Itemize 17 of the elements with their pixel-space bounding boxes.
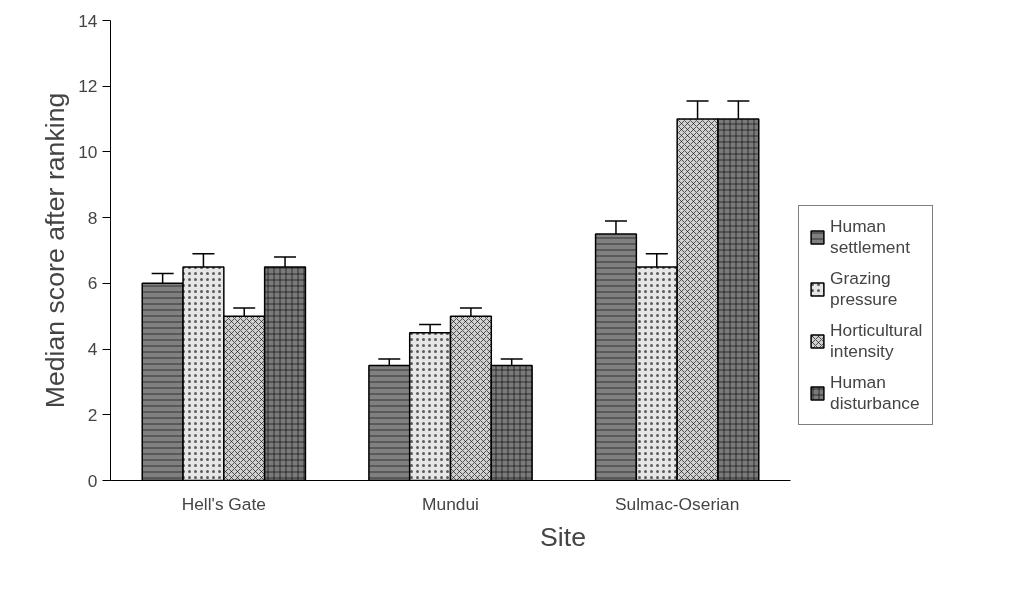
y-tick-label: 4 [87,339,98,360]
y-axis-title: Median score after ranking [40,92,71,409]
y-tick-label: 14 [78,10,98,31]
x-tick-label: Sulmac-Oserian [615,493,740,514]
legend-label: Human settlement [830,216,910,258]
x-tick-label: Mundui [422,493,479,514]
y-tick-label: 12 [78,76,98,97]
y-tick-label: 6 [87,273,98,294]
y-tick-label: 10 [78,141,98,162]
y-tick-label: 2 [87,404,98,425]
legend-label: Grazing pressure [830,268,898,310]
legend-label: Human disturbance [830,372,920,414]
x-tick-label: Hell's Gate [181,493,266,514]
y-tick-label: 0 [87,470,98,491]
x-axis-title: Site [540,521,586,552]
y-tick-label: 8 [87,207,98,228]
legend-label: Horticultural intensity [830,320,923,362]
